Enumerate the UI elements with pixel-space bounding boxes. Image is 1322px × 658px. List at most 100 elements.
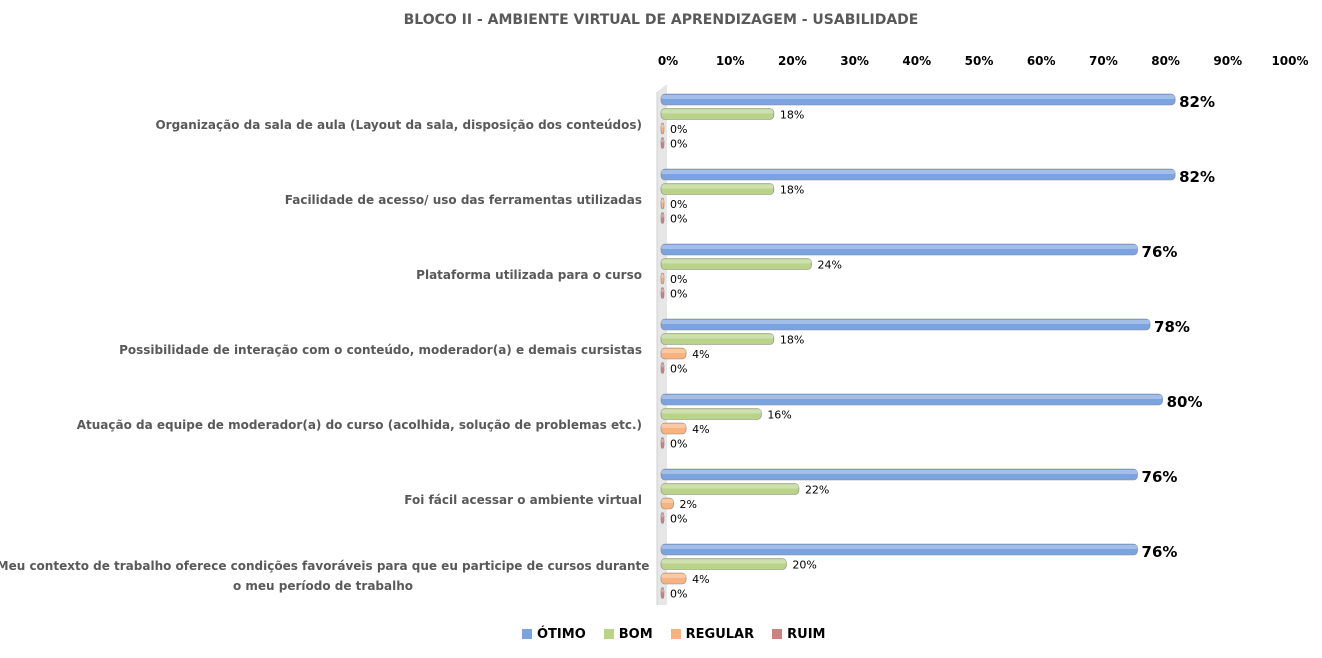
x-tick-label: 20%: [778, 54, 807, 68]
bar-ótimo: [660, 93, 1176, 106]
x-tick-label: 60%: [1027, 54, 1056, 68]
legend-label: REGULAR: [685, 627, 755, 642]
data-label: 0%: [670, 198, 687, 211]
bar-highlight: [661, 259, 812, 264]
bar-highlight: [661, 170, 1176, 174]
data-label: 80%: [1167, 393, 1203, 411]
x-tick-label: 0%: [658, 54, 678, 68]
bar-highlight: [661, 409, 762, 414]
data-label: 16%: [767, 409, 791, 422]
data-label: 76%: [1142, 468, 1178, 486]
bar-ruim: [660, 212, 665, 224]
data-label: 0%: [670, 288, 687, 301]
x-tick-label: 80%: [1151, 54, 1180, 68]
legend-item-regular: REGULAR: [670, 627, 755, 642]
x-tick-label: 10%: [716, 54, 745, 68]
category-label: Facilidade de acesso/ uso das ferramenta…: [285, 193, 642, 207]
bar-highlight: [661, 349, 687, 353]
legend-item-ótimo: ÓTIMO: [522, 627, 586, 642]
category-label: Possibilidade de interação com o conteúd…: [119, 343, 642, 357]
bar-highlight: [661, 184, 774, 189]
bar-ótimo: [660, 243, 1138, 256]
bar-highlight: [661, 320, 1151, 324]
legend: ÓTIMO BOM REGULAR RUIM: [522, 627, 825, 642]
bar-ruim: [660, 587, 665, 599]
data-label: 0%: [670, 513, 687, 526]
bar-ruim: [660, 437, 665, 449]
x-tick-label: 50%: [965, 54, 994, 68]
bar-highlight: [661, 245, 1138, 249]
bar-regular: [660, 347, 687, 360]
data-label: 4%: [692, 573, 709, 586]
bar-ruim: [660, 137, 665, 149]
bar-ótimo: [660, 543, 1138, 556]
data-label: 2%: [680, 498, 697, 511]
bar-highlight: [661, 470, 1138, 474]
legend-swatch: [772, 629, 783, 639]
x-tick-label: 40%: [902, 54, 931, 68]
data-label: 18%: [780, 109, 804, 122]
bar-highlight: [661, 588, 664, 593]
x-tick-label: 90%: [1213, 54, 1242, 68]
bar-highlight: [661, 109, 774, 114]
data-label: 4%: [692, 423, 709, 436]
bar-bom: [660, 258, 812, 270]
bar-bom: [660, 408, 762, 420]
x-tick-label: 30%: [840, 54, 869, 68]
data-label: 18%: [780, 334, 804, 347]
legend-item-ruim: RUIM: [772, 627, 825, 642]
legend-item-bom: BOM: [603, 627, 653, 642]
bar-regular: [660, 122, 665, 135]
data-label: 22%: [805, 484, 829, 497]
category-label: Atuação da equipe de moderador(a) do cur…: [77, 418, 642, 432]
bar-bom: [660, 183, 775, 195]
category-label: Meu contexto de trabalho oferece condiçõ…: [0, 559, 649, 573]
bar-highlight: [661, 559, 787, 564]
bar-highlight: [661, 199, 664, 203]
bar-bom: [660, 483, 800, 495]
category-label: Foi fácil acessar o ambiente virtual: [404, 493, 642, 507]
category-label: Organização da sala de aula (Layout da s…: [155, 118, 642, 132]
bar-highlight: [661, 484, 799, 489]
bar-highlight: [661, 274, 664, 278]
bar-regular: [660, 497, 674, 510]
data-label: 76%: [1142, 243, 1178, 261]
bar-highlight: [661, 138, 664, 143]
bar-ótimo: [660, 393, 1163, 406]
bar-ruim: [660, 362, 665, 374]
data-label: 0%: [670, 273, 687, 286]
legend-label: RUIM: [787, 627, 826, 642]
bar-highlight: [661, 424, 687, 428]
data-label: 0%: [670, 123, 687, 136]
legend-label: BOM: [618, 627, 653, 642]
category-label: o meu período de trabalho: [233, 579, 413, 593]
bar-ótimo: [660, 168, 1176, 181]
bar-highlight: [661, 213, 664, 218]
bar-highlight: [661, 288, 664, 293]
data-label: 0%: [670, 363, 687, 376]
bar-highlight: [661, 574, 687, 578]
bar-regular: [660, 272, 665, 285]
bar-highlight: [661, 95, 1176, 99]
data-label: 76%: [1142, 543, 1178, 561]
bar-regular: [660, 422, 687, 435]
bar-bom: [660, 558, 787, 570]
data-label: 20%: [792, 559, 816, 572]
data-label: 78%: [1154, 318, 1190, 336]
bar-regular: [660, 572, 687, 585]
bar-bom: [660, 333, 775, 345]
bar-highlight: [661, 124, 664, 128]
legend-swatch: [603, 629, 614, 639]
bar-ótimo: [660, 468, 1138, 481]
data-label: 0%: [670, 438, 687, 451]
legend-swatch: [670, 629, 681, 639]
bar-bom: [660, 108, 775, 120]
data-label: 24%: [817, 259, 841, 272]
bar-ruim: [660, 287, 665, 299]
data-label: 0%: [670, 138, 687, 151]
bar-regular: [660, 197, 665, 210]
data-label: 18%: [780, 184, 804, 197]
bar-ótimo: [660, 318, 1151, 331]
data-label: 0%: [670, 588, 687, 601]
